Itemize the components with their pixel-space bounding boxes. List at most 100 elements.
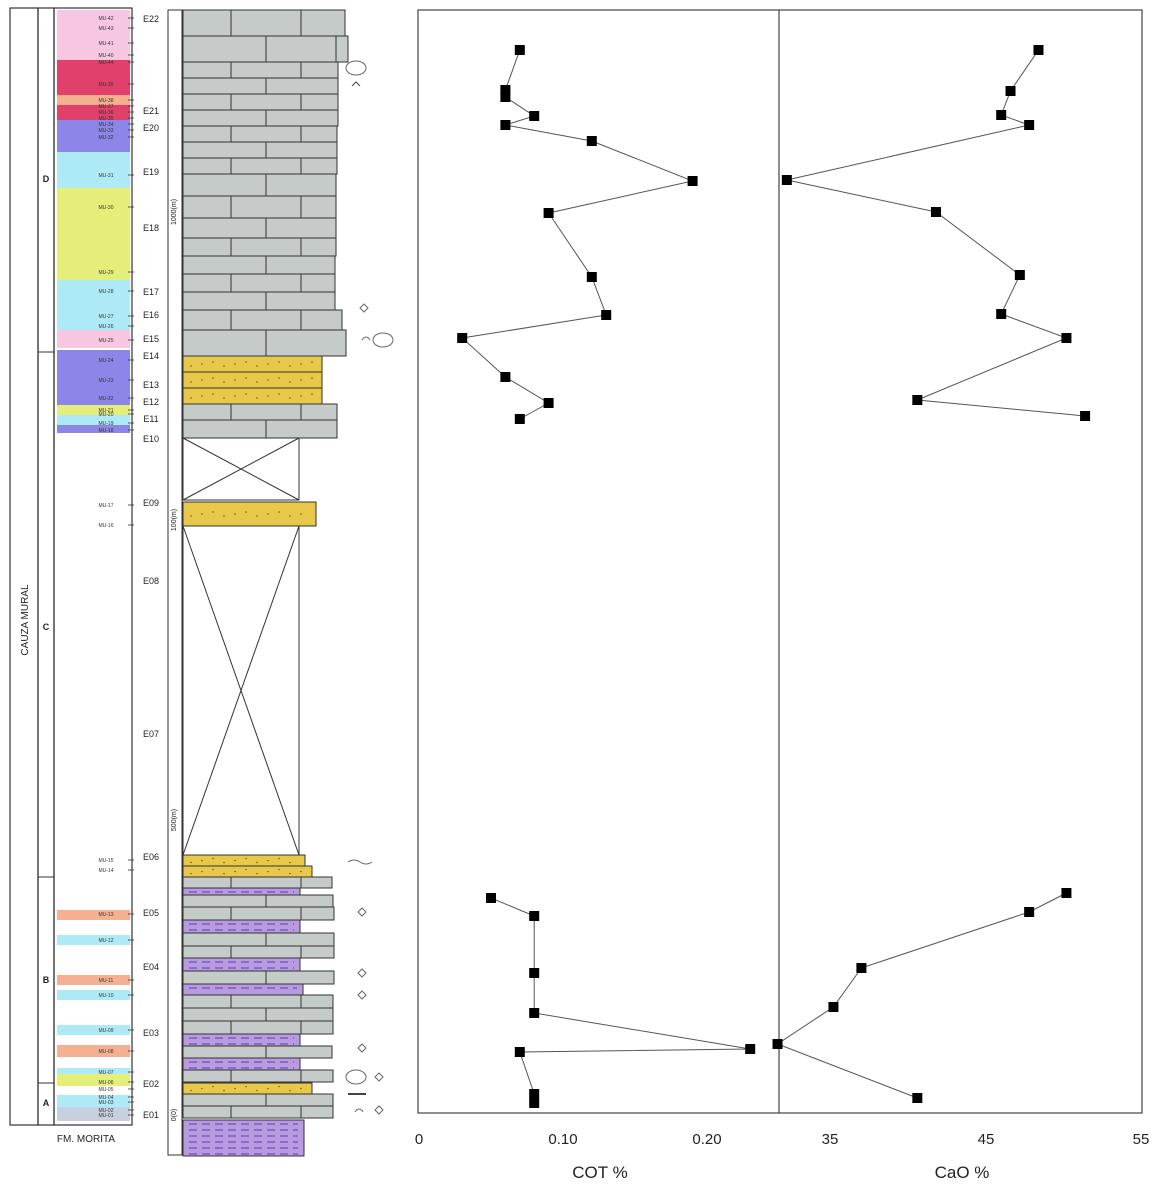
shell-icon: [345, 60, 367, 76]
grain-dot: [190, 1089, 192, 1092]
grain-dot: [223, 397, 225, 399]
data-point: [543, 208, 554, 218]
sample-label: MU-11: [99, 978, 114, 984]
fossil-icon: [357, 1043, 367, 1053]
limestone-bed: [182, 309, 343, 331]
grain-dot: [256, 381, 258, 383]
interval-label: E02: [143, 1079, 159, 1089]
mudstone-bed: [182, 1057, 301, 1071]
data-point: [457, 333, 468, 343]
sample-label: MU-44: [98, 60, 113, 66]
data-point: [500, 92, 511, 102]
series-line: [776, 892, 1067, 1099]
grain-dot: [223, 861, 225, 864]
interval-label: E21: [143, 106, 159, 116]
grain-dot: [278, 511, 280, 513]
arrow-icon: [351, 81, 361, 87]
grain-dot: [234, 870, 236, 873]
interval-label: E14: [143, 351, 159, 361]
fossil-icon: [374, 1105, 384, 1115]
data-point: [1061, 888, 1072, 898]
mudstone-bed: [182, 1119, 305, 1157]
data-point: [1061, 333, 1072, 343]
data-point: [912, 395, 923, 405]
limestone-bed: [182, 237, 337, 257]
data-point: [529, 911, 540, 921]
sample-label: MU-02: [98, 1108, 113, 1114]
sample-label: MU-31: [98, 173, 113, 179]
limestone-bed: [182, 157, 338, 175]
cao-tick-label: 45: [978, 1131, 995, 1148]
shell-icon: [345, 1069, 367, 1085]
plot-frame: [417, 9, 1143, 1114]
limestone-bed: [182, 255, 336, 275]
limestone-bed: [182, 403, 338, 421]
grain-dot: [201, 513, 203, 515]
cao-tick-label: 55: [1133, 1131, 1150, 1148]
grain-dot: [300, 363, 302, 365]
sample-label: MU-07: [98, 1070, 113, 1076]
formation-label: CAUZA MURAL: [20, 584, 31, 656]
grain-dot: [256, 515, 258, 517]
grain-dot: [201, 870, 203, 873]
sample-label: MU-03: [98, 1100, 113, 1106]
grain-dot: [289, 381, 291, 383]
limestone-bed: [182, 173, 337, 197]
interval-label: E03: [143, 1028, 159, 1038]
data-point: [529, 1008, 540, 1018]
sample-label: MU-25: [98, 338, 113, 344]
grain-dot: [267, 870, 269, 873]
data-point: [529, 968, 540, 978]
scale-label: 1000(m): [171, 199, 178, 225]
limestone-bed: [182, 9, 346, 37]
limestone-bed: [182, 195, 337, 219]
sample-label: MU-22: [98, 396, 113, 402]
grain-dot: [289, 397, 291, 399]
data-point: [996, 110, 1007, 120]
cot-tick-label: 0.20: [692, 1131, 721, 1148]
mudstone-bed: [182, 1033, 301, 1047]
cot-axis-label: COT %: [572, 1163, 627, 1182]
data-point: [1080, 411, 1091, 421]
burrow-icon: [347, 859, 373, 865]
limestone-bed: [182, 1069, 334, 1083]
limestone-bed: [182, 945, 335, 959]
grain-dot: [201, 1087, 203, 1090]
grain-dot: [256, 1089, 258, 1092]
series-line: [461, 49, 695, 420]
data-point: [529, 1089, 540, 1099]
member-label-d: D: [43, 174, 50, 184]
limestone-bed: [182, 932, 335, 947]
data-point: [687, 176, 698, 186]
limestone-bed: [182, 906, 335, 921]
grain-dot: [278, 393, 280, 395]
burrow-icon: [354, 1108, 364, 1113]
grain-dot: [267, 859, 269, 862]
data-point: [912, 1093, 923, 1103]
limestone-bed: [182, 329, 347, 357]
data-point: [828, 1002, 839, 1012]
data-point: [772, 1039, 783, 1049]
data-point: [586, 272, 597, 282]
grain-dot: [234, 379, 236, 381]
sample-label: MU-10: [98, 993, 113, 999]
scale-label: 0(0): [171, 1109, 178, 1121]
sample-label: MU-16: [98, 523, 113, 529]
grain-dot: [289, 1089, 291, 1092]
grain-dot: [267, 1087, 269, 1090]
grain-dot: [212, 361, 214, 363]
data-point: [543, 398, 554, 408]
sample-label: MU-26: [98, 324, 113, 330]
grain-dot: [212, 393, 214, 395]
series-line: [786, 49, 1086, 417]
sample-label: MU-12: [98, 938, 113, 944]
interval-label: E05: [143, 908, 159, 918]
sample-label: MU-14: [98, 868, 113, 874]
grain-dot: [311, 361, 313, 363]
grain-dot: [278, 377, 280, 379]
limestone-bed: [182, 217, 337, 239]
sample-label: MU-23: [98, 378, 113, 384]
data-point: [486, 893, 496, 903]
sample-label: MU-08: [98, 1049, 113, 1055]
grain-dot: [234, 859, 236, 862]
